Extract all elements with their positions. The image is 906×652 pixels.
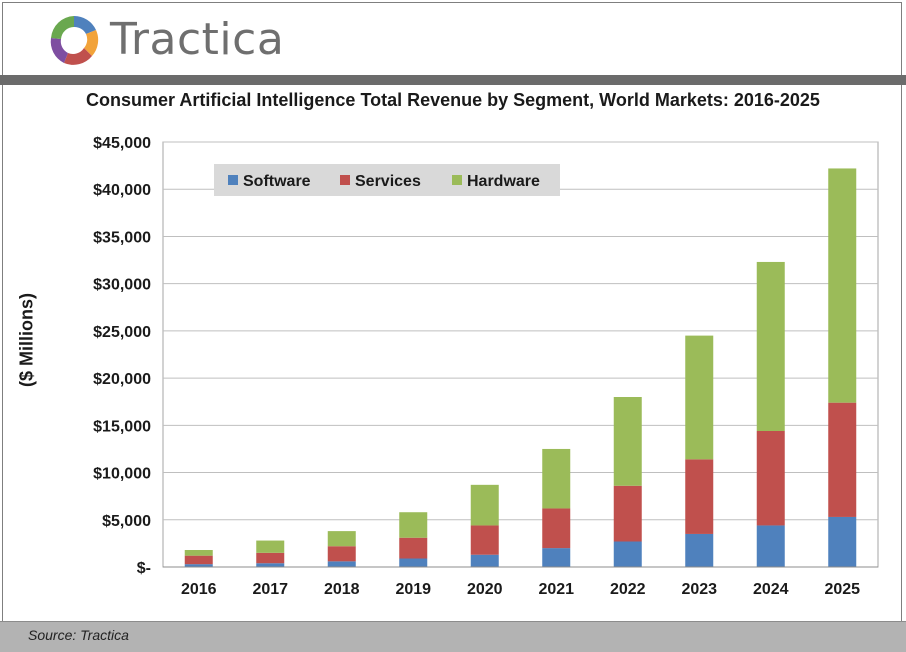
bar-services (685, 459, 714, 534)
x-tick-label: 2019 (395, 581, 431, 598)
bar-software (613, 541, 642, 567)
x-tick-label: 2021 (538, 581, 574, 598)
bar-hardware (256, 540, 285, 553)
bar-services (399, 537, 428, 559)
legend-label-services: Services (355, 173, 421, 190)
bar-software (756, 525, 785, 567)
bar-software (685, 533, 714, 567)
y-tick-label: $25,000 (93, 324, 151, 341)
bar-software (184, 564, 213, 567)
bar-services (327, 546, 356, 562)
bar-software (327, 561, 356, 567)
header-divider (0, 75, 906, 85)
bar-services (470, 525, 499, 555)
x-tick-label: 2024 (753, 581, 789, 598)
bar-hardware (542, 448, 571, 509)
legend-label-hardware: Hardware (467, 173, 540, 190)
bar-software (470, 554, 499, 567)
y-tick-label: $20,000 (93, 371, 151, 388)
y-tick-label: $10,000 (93, 466, 151, 483)
legend-swatch-software (228, 175, 238, 185)
bar-hardware (184, 550, 213, 556)
bar-hardware (399, 512, 428, 538)
bar-hardware (828, 168, 857, 403)
x-tick-label: 2018 (324, 581, 360, 598)
legend (214, 164, 560, 196)
bar-services (828, 402, 857, 517)
y-tick-label: $- (137, 560, 151, 577)
x-tick-label: 2022 (610, 581, 646, 598)
bar-services (613, 485, 642, 542)
bar-services (256, 552, 285, 564)
y-tick-label: $5,000 (102, 513, 151, 530)
source-note: Source: Tractica (28, 627, 129, 643)
footer-bar (0, 621, 906, 652)
x-tick-label: 2025 (824, 581, 860, 598)
legend-label-software: Software (243, 173, 311, 190)
bar-hardware (685, 335, 714, 460)
bar-hardware (470, 484, 499, 526)
y-tick-label: $15,000 (93, 418, 151, 435)
bar-services (756, 431, 785, 526)
legend-swatch-services (340, 175, 350, 185)
bar-hardware (756, 261, 785, 431)
bar-services (542, 508, 571, 549)
bar-hardware (327, 531, 356, 547)
bar-software (828, 516, 857, 567)
x-tick-label: 2023 (681, 581, 717, 598)
y-tick-label: $35,000 (93, 229, 151, 246)
x-tick-label: 2017 (252, 581, 288, 598)
legend-swatch-hardware (452, 175, 462, 185)
bar-software (399, 558, 428, 567)
x-tick-label: 2016 (181, 581, 217, 598)
bar-software (542, 548, 571, 567)
chart-title: Consumer Artificial Intelligence Total R… (86, 90, 820, 110)
y-tick-label: $30,000 (93, 277, 151, 294)
brand-name: Tractica (110, 14, 285, 65)
x-tick-label: 2020 (467, 581, 503, 598)
y-tick-label: $40,000 (93, 182, 151, 199)
bar-hardware (613, 397, 642, 486)
y-tick-label: $45,000 (93, 135, 151, 152)
bar-services (184, 555, 213, 565)
bar-software (256, 563, 285, 567)
tractica-logo-icon (50, 15, 99, 65)
